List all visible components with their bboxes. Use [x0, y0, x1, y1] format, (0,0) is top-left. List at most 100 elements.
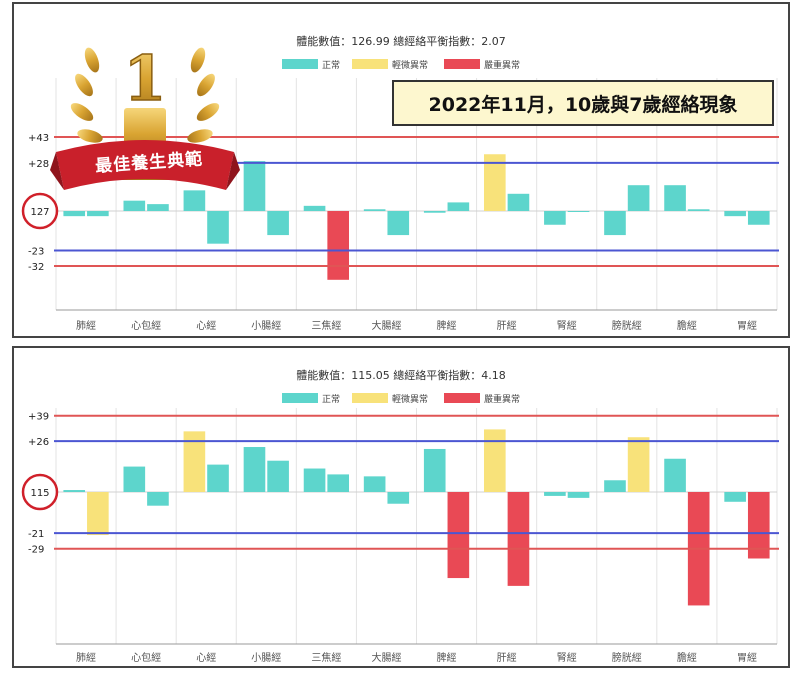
reference-line-label: H2 [787, 418, 788, 429]
legend-swatch [282, 59, 318, 69]
legend-swatch [444, 59, 480, 69]
bar [327, 474, 350, 492]
bar [303, 468, 326, 492]
legend-label: 輕微異常 [392, 59, 428, 71]
category-label: 脾經 [437, 319, 457, 332]
y-tick-label: +43 [28, 133, 49, 144]
bar [483, 154, 506, 211]
legend-label: 輕微異常 [392, 393, 428, 405]
bar [303, 205, 326, 211]
bar [267, 460, 289, 492]
category-label: 腎經 [557, 651, 577, 664]
bar [267, 211, 289, 236]
highlight-circle-icon [21, 192, 59, 230]
category-label: 心經 [196, 319, 216, 332]
chart-panel-2: 體能數值：115.05 總經絡平衡指數：4.18 正常 輕微異常 嚴重異常 +39 H2 +… [12, 346, 790, 668]
legend-label: 嚴重異常 [484, 59, 520, 71]
bar [123, 200, 146, 211]
reference-line-label: L2 [787, 551, 788, 562]
category-label: 膀胱經 [612, 319, 642, 332]
bar [507, 492, 530, 586]
category-label: 三焦經 [311, 651, 341, 664]
bar [627, 437, 650, 492]
y-tick-label: +39 [28, 412, 49, 423]
y-tick-label: -32 [28, 262, 44, 273]
category-label: 小腸經 [251, 651, 281, 664]
reference-line-label: L1 [787, 535, 788, 546]
legend-swatch [444, 393, 480, 403]
y-tick-label: +28 [28, 159, 49, 170]
bar [664, 458, 686, 492]
meridian-chart-1: 體能數值：126.99 總經絡平衡指數：2.07 正常 輕微異常 嚴重異常 +43 H2 +… [21, 34, 788, 332]
bar [687, 209, 710, 211]
bar [544, 211, 566, 225]
legend-label: 正常 [322, 59, 340, 71]
category-label: 胃經 [737, 651, 757, 664]
bar [207, 211, 229, 244]
chart-title: 體能數值：115.05 總經絡平衡指數：4.18 [296, 368, 505, 382]
reference-line-label: L2 [787, 268, 788, 279]
highlight-circle-icon [21, 473, 59, 511]
legend-swatch [352, 393, 388, 403]
bar [363, 209, 386, 211]
bar [483, 429, 506, 492]
legend-label: 嚴重異常 [484, 393, 520, 405]
bar [63, 211, 86, 217]
category-label: 大腸經 [371, 651, 401, 664]
reference-line-label: H1 [787, 165, 788, 176]
category-label: 肝經 [497, 651, 517, 664]
category-label: 膽經 [677, 319, 697, 332]
bar [747, 211, 770, 225]
bar [567, 211, 590, 212]
bar [387, 211, 410, 236]
category-label: 腎經 [557, 319, 577, 332]
award-badge-icon: 1 [50, 41, 240, 190]
reference-line-label: L1 [787, 253, 788, 264]
bar [87, 492, 109, 536]
bar [747, 492, 770, 559]
y-tick-label: -23 [28, 247, 44, 258]
meridian-chart-2: 體能數值：115.05 總經絡平衡指數：4.18 正常 輕微異常 嚴重異常 +39 H2 +… [21, 368, 788, 664]
bar [243, 447, 266, 492]
bar [724, 211, 746, 217]
bar [147, 492, 169, 506]
caption-box: 2022年11月，10歲與7歲經絡現象 [392, 80, 774, 126]
bar [63, 490, 86, 492]
bar [604, 211, 626, 236]
bar [664, 185, 686, 211]
bar [604, 480, 626, 492]
category-label: 肺經 [76, 319, 96, 332]
bar [387, 492, 410, 504]
bar [207, 464, 229, 492]
bar [627, 185, 650, 211]
bar [183, 190, 206, 211]
category-label: 膽經 [677, 651, 697, 664]
bar [724, 492, 746, 502]
legend-swatch [352, 59, 388, 69]
bar [544, 492, 566, 496]
legend-swatch [282, 393, 318, 403]
category-label: 三焦經 [311, 319, 341, 332]
bar [447, 492, 470, 579]
category-label: 脾經 [437, 651, 457, 664]
baseline-value-label: 115 [30, 488, 49, 499]
bar [423, 448, 446, 492]
bar [183, 431, 206, 492]
bar [447, 202, 470, 211]
reference-line-label: H2 [787, 139, 788, 150]
bar [507, 193, 530, 211]
category-label: 胃經 [737, 319, 757, 332]
category-label: 膀胱經 [612, 651, 642, 664]
badge-numeral: 1 [123, 42, 166, 115]
bar [423, 211, 446, 213]
category-label: 肝經 [497, 319, 517, 332]
reference-line-label: H1 [787, 443, 788, 454]
category-label: 大腸經 [371, 319, 401, 332]
bar [327, 211, 350, 280]
category-label: 肺經 [76, 651, 96, 664]
bar [567, 492, 590, 498]
bar [123, 466, 146, 492]
bar [243, 161, 266, 211]
baseline-value-label: 127 [30, 207, 49, 218]
y-tick-label: -21 [28, 529, 44, 540]
